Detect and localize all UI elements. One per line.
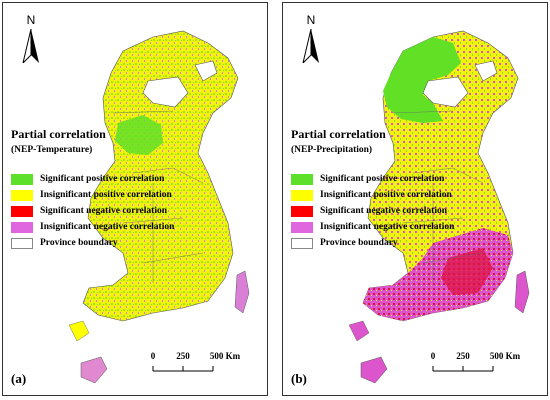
significant-positive-north xyxy=(383,37,461,123)
legend-item-insignificant-positive: Insignificant positive correlation xyxy=(291,188,521,202)
north-letter: N xyxy=(306,13,316,27)
scale-tick-0: 0 xyxy=(430,351,436,361)
taiwan-region xyxy=(514,270,530,314)
scale-tick-250: 250 xyxy=(456,351,470,361)
scale-tick-500: 500 Km xyxy=(209,351,241,361)
legend-swatch xyxy=(291,237,313,249)
legend-item-significant-positive: Significant positive correlation xyxy=(11,172,241,186)
legend-item-province-boundary: Province boundary xyxy=(11,236,241,250)
legend-swatch xyxy=(291,205,313,217)
legend: Partial correlation (NEP-Precipitation) … xyxy=(291,127,521,252)
hainan-region xyxy=(80,356,108,384)
legend-label: Insignificant negative correlation xyxy=(40,222,175,232)
significant-positive-core xyxy=(115,115,163,155)
hainan-region xyxy=(360,356,388,384)
no-data-region-ne xyxy=(194,60,218,82)
legend-label: Significant negative correlation xyxy=(40,206,168,216)
legend-swatch xyxy=(291,189,313,201)
legend-item-insignificant-negative: Insignificant negative correlation xyxy=(291,220,521,234)
north-arrow-icon xyxy=(22,29,39,63)
legend-swatch xyxy=(11,189,33,201)
legend-item-insignificant-negative: Insignificant negative correlation xyxy=(11,220,241,234)
scale-bar-graphic xyxy=(432,366,494,372)
legend-swatch xyxy=(11,237,33,249)
legend-subtitle: (NEP-Precipitation) xyxy=(291,145,373,155)
legend-label: Insignificant positive correlation xyxy=(320,190,452,200)
hainan-coast xyxy=(68,320,90,342)
scale-tick-250: 250 xyxy=(176,351,190,361)
legend-label: Significant negative correlation xyxy=(320,206,448,216)
legend-item-significant-positive: Significant positive correlation xyxy=(291,172,521,186)
legend-item-province-boundary: Province boundary xyxy=(291,236,521,250)
scale-bar: 0 250 500 Km xyxy=(143,351,243,377)
no-data-region xyxy=(142,76,189,108)
legend-swatch xyxy=(11,205,33,217)
north-arrow: N xyxy=(19,13,43,65)
legend-item-significant-negative: Significant negative correlation xyxy=(291,204,521,218)
panel-label-a: (a) xyxy=(11,371,27,386)
mainland-region xyxy=(82,30,239,322)
legend-label: Province boundary xyxy=(40,238,118,248)
legend: Partial correlation (NEP-Temperature) Si… xyxy=(11,127,241,252)
significant-negative-core xyxy=(441,248,493,295)
scale-bar: 0 250 500 Km xyxy=(423,351,523,377)
taiwan-region xyxy=(234,270,250,314)
north-arrow-icon xyxy=(302,29,319,63)
legend-swatch xyxy=(11,221,33,233)
legend-item-significant-negative: Significant negative correlation xyxy=(11,204,241,218)
hainan-coast xyxy=(348,320,370,342)
legend-label: Insignificant negative correlation xyxy=(320,222,455,232)
china-map-temperature xyxy=(68,30,250,384)
legend-label: Significant positive correlation xyxy=(320,174,445,184)
legend-title: Partial correlation xyxy=(291,127,386,141)
legend-swatch xyxy=(291,221,313,233)
map-panel-temperature: N Partial correlation (NEP-Temperature) … xyxy=(2,2,268,396)
north-letter: N xyxy=(26,13,36,27)
panel-label-b: (b) xyxy=(291,371,307,386)
province-boundaries xyxy=(112,110,204,283)
legend-swatch xyxy=(291,173,313,185)
legend-swatch xyxy=(11,173,33,185)
scale-tick-0: 0 xyxy=(150,351,156,361)
map-panel-precipitation: N Partial correlation (NEP-Precipitation… xyxy=(282,2,548,396)
legend-label: Province boundary xyxy=(320,238,398,248)
legend-label: Insignificant positive correlation xyxy=(40,190,172,200)
legend-title: Partial correlation xyxy=(11,127,106,141)
china-map-precipitation xyxy=(348,30,530,384)
no-data-region-ne xyxy=(474,60,498,82)
legend-item-insignificant-positive: Insignificant positive correlation xyxy=(11,188,241,202)
legend-label: Significant positive correlation xyxy=(40,174,165,184)
legend-subtitle: (NEP-Temperature) xyxy=(11,145,93,155)
scale-bar-graphic xyxy=(152,366,214,372)
province-boundaries xyxy=(392,110,484,283)
north-arrow: N xyxy=(299,13,323,65)
scale-tick-500: 500 Km xyxy=(489,351,521,361)
no-data-region xyxy=(422,76,469,108)
